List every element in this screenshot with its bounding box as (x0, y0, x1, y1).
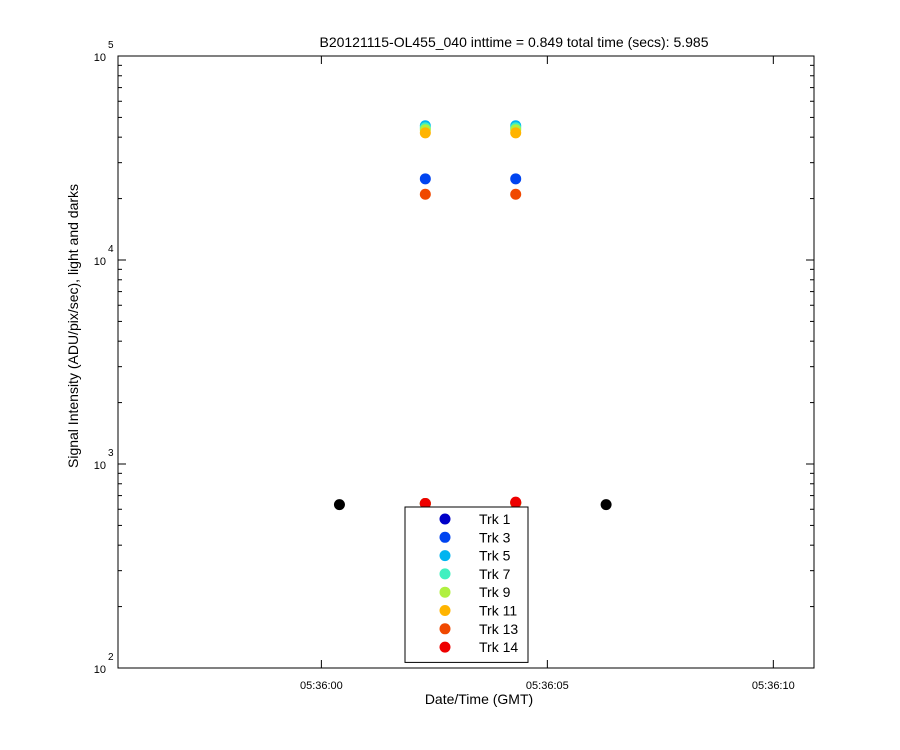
legend-label: Trk 14 (479, 639, 518, 655)
legend-marker (439, 605, 451, 616)
dark-point (600, 499, 612, 511)
legend-label: Trk 9 (479, 584, 511, 600)
data-point (510, 496, 522, 508)
x-tick-label: 05:36:10 (752, 680, 795, 692)
data-point (510, 188, 522, 200)
data-point (419, 127, 431, 139)
legend-marker (439, 641, 451, 653)
legend-label: Trk 11 (479, 603, 517, 619)
x-axis-label: Date/Time (GMT) (425, 691, 533, 707)
legend: Trk 1 Trk 3 Trk 5 Trk 7 Trk 9 Trk 11 Trk 13 Trk… (404, 506, 529, 663)
legend-marker (439, 513, 451, 525)
legend-box (404, 506, 529, 663)
legend-label: Trk 13 (479, 621, 518, 637)
data-points (333, 120, 612, 511)
legend-label: Trk 7 (479, 566, 511, 582)
legend-label: Trk 5 (479, 548, 511, 564)
legend-label: Trk 1 (479, 511, 511, 527)
axes-box (117, 55, 815, 669)
data-point (510, 127, 522, 139)
y-tick-exponent: 2 (108, 652, 114, 663)
y-tick-exponent: 5 (108, 40, 114, 51)
legend-marker (439, 568, 451, 580)
legend-marker (439, 550, 451, 562)
chart-title: B20121115-OL455_040 inttime = 0.849 tota… (319, 34, 708, 50)
y-minor-ticks (118, 64, 814, 608)
legend-marker (439, 586, 451, 598)
x-tick-label: 05:36:00 (300, 680, 343, 692)
dark-point (333, 499, 345, 511)
x-tick-label: 05:36:05 (526, 680, 569, 692)
y-tick-exponent: 3 (108, 448, 114, 459)
x-ticks: 05:36:00 05:36:05 05:36:10 (300, 56, 795, 692)
y-tick-label: 10 (94, 256, 106, 268)
data-point (510, 173, 522, 185)
legend-marker (439, 531, 451, 543)
legend-marker (439, 623, 451, 635)
data-point (419, 188, 431, 200)
legend-label: Trk 3 (479, 529, 511, 545)
y-tick-exponent: 4 (108, 244, 114, 255)
data-point (419, 498, 431, 510)
y-tick-label: 10 (94, 664, 106, 676)
y-axis-label: Signal Intensity (ADU/pix/sec), light an… (65, 184, 81, 468)
y-tick-label: 10 (94, 460, 106, 472)
data-point (419, 173, 431, 185)
y-tick-label: 10 (94, 52, 106, 64)
